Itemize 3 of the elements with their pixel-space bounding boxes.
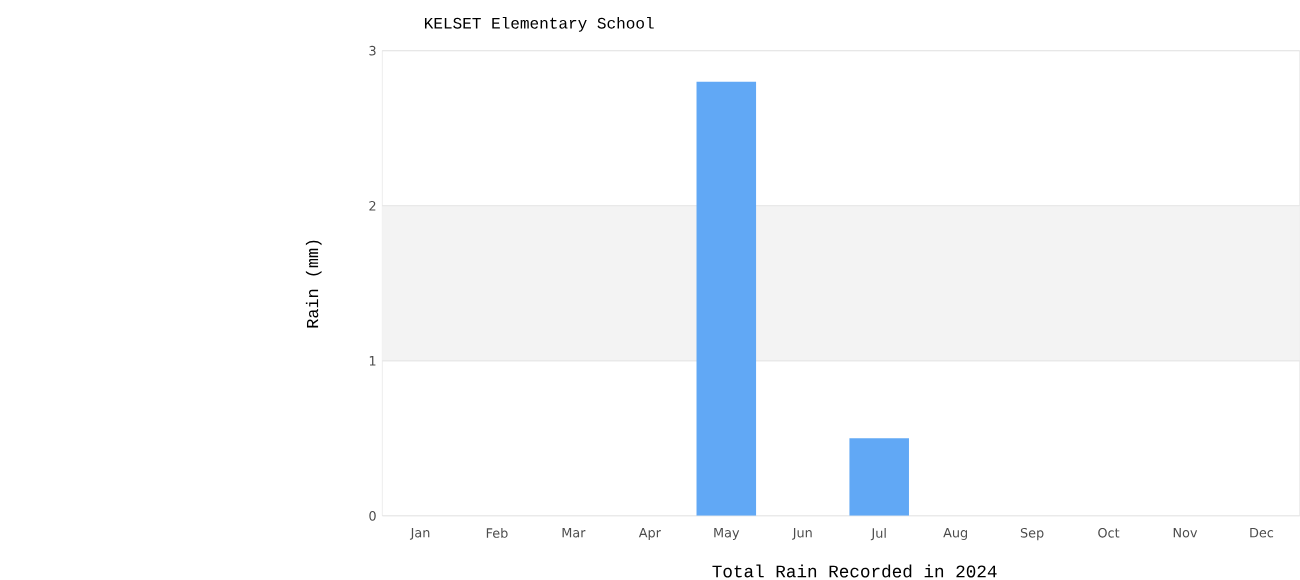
chart-title: KELSET Elementary School bbox=[424, 17, 654, 33]
x-axis-title: Total Rain Recorded in 2024 bbox=[712, 564, 997, 578]
y-axis-title: Rain (mm) bbox=[305, 240, 322, 328]
